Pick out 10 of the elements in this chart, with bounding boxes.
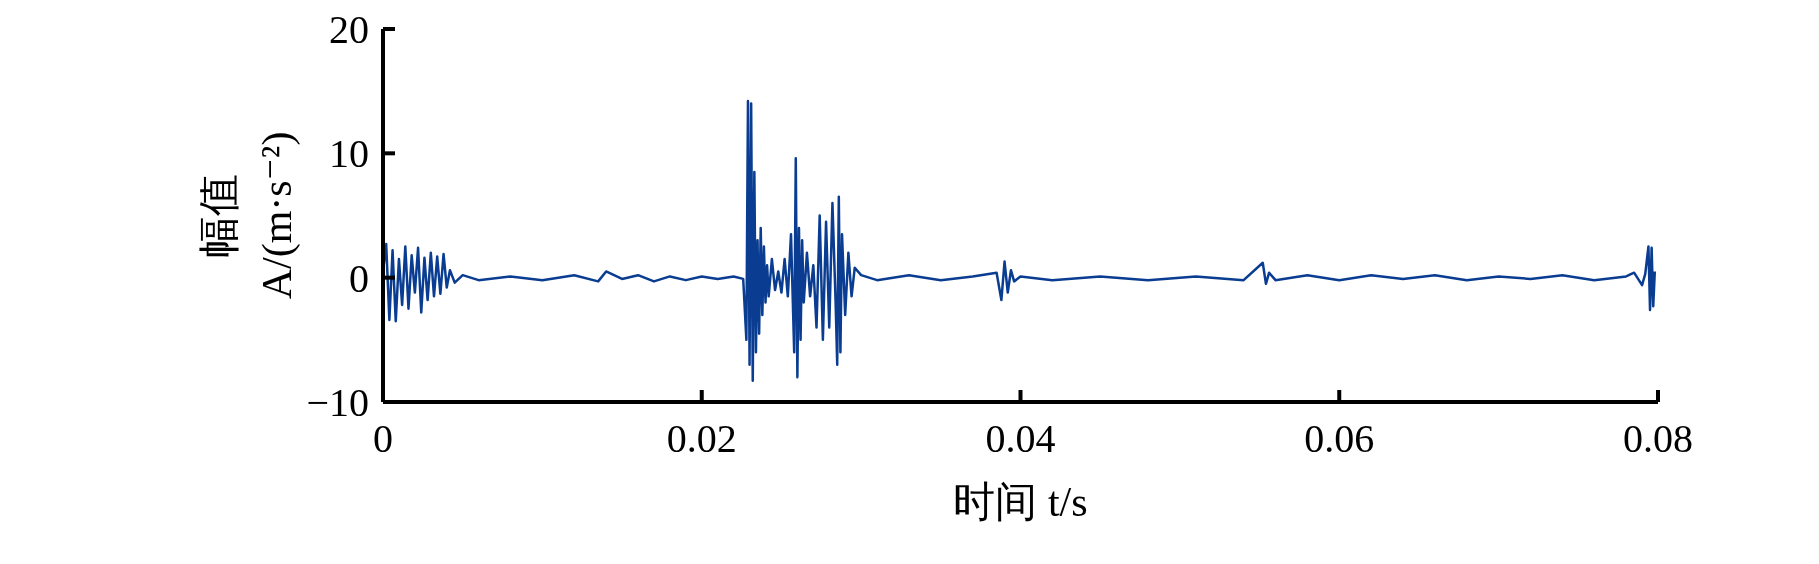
y-tick-label: 10 (329, 131, 369, 177)
x-tick-label: 0.02 (666, 416, 737, 461)
x-tick-label: 0.04 (985, 416, 1056, 461)
x-tick-label: 0.06 (1304, 416, 1375, 461)
y-tick-label: 0 (349, 255, 369, 301)
y-tick-label: 20 (329, 7, 369, 52)
y-axis-title: 幅值 A/(m·s⁻²) (196, 131, 301, 300)
y-tick-label: −10 (306, 380, 369, 425)
x-tick-label: 0.08 (1623, 416, 1693, 461)
x-axis-title: 时间 t/s (953, 479, 1088, 525)
